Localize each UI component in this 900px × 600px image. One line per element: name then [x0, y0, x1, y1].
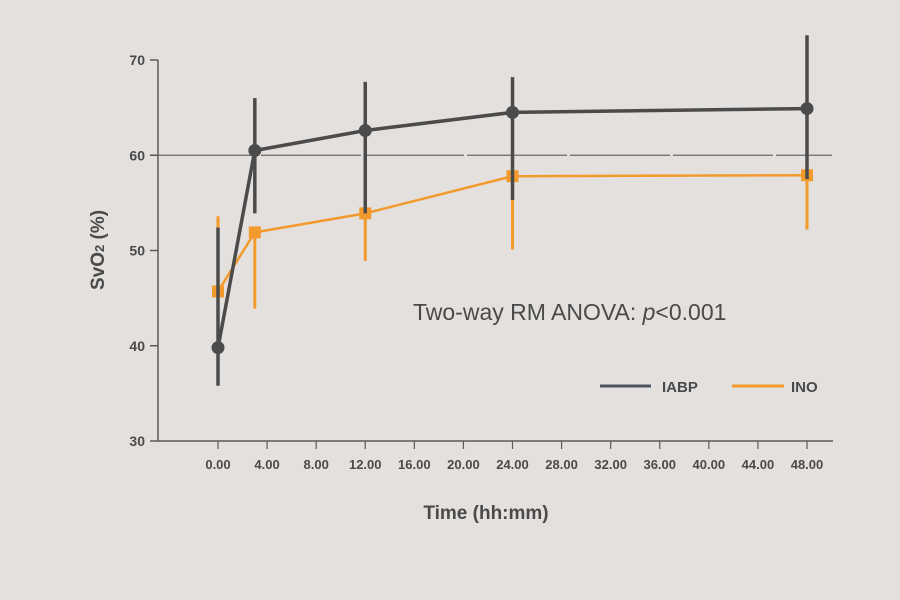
x-tick-label: 24.00 [496, 457, 529, 472]
data-point-circle [358, 123, 372, 137]
series-layer [211, 35, 814, 386]
x-tick-label: 32.00 [594, 457, 627, 472]
y-tick-label: 60 [129, 147, 145, 163]
data-point-circle [211, 341, 225, 355]
legend-iabp-label: IABP [662, 379, 698, 396]
legend: IABP INO [600, 379, 818, 396]
y-tick-label: 40 [129, 338, 145, 354]
x-tick-label: 44.00 [742, 457, 775, 472]
data-point-square [248, 226, 261, 239]
x-tick-label: 12.00 [349, 457, 382, 472]
data-point-circle [506, 105, 519, 119]
legend-ino-label: INO [791, 379, 818, 396]
data-point-circle [248, 143, 262, 157]
x-axis-title: Time (hh:mm) [423, 503, 548, 524]
data-point-circle [800, 102, 814, 116]
anova-annotation: Two-way RM ANOVA: p<0.001 [413, 299, 726, 325]
y-axis-title: SvO2 (%) [88, 210, 109, 290]
y-tick-label: 70 [129, 52, 145, 68]
x-tick-label: 0.00 [205, 457, 230, 472]
x-tick-label: 36.00 [643, 457, 676, 472]
x-tick-label: 28.00 [545, 457, 578, 472]
x-tick-label: 20.00 [447, 457, 480, 472]
series-iabp [211, 35, 814, 386]
axes: 30 40 50 60 70 0.00 4.00 8.00 12.00 16.00 20.00 24.… [129, 52, 833, 472]
x-tick-label: 48.00 [791, 457, 824, 472]
y-tick-label: 50 [129, 243, 145, 259]
x-tick-label: 8.00 [304, 457, 329, 472]
x-tick-label: 4.00 [254, 457, 279, 472]
y-tick-label: 30 [129, 433, 145, 449]
x-tick-label: 40.00 [693, 457, 726, 472]
x-tick-label: 16.00 [398, 457, 431, 472]
